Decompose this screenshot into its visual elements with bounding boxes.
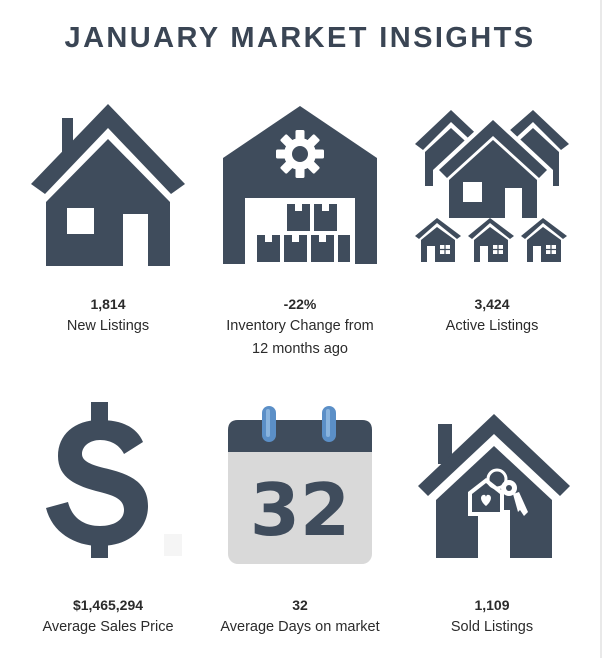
stat-label: Inventory Change from [226, 318, 374, 334]
stat-value: 1,109 [474, 597, 510, 613]
stat-value: -22% [283, 296, 317, 312]
stat-inventory-change: -22% Inventory Change from 12 months ago [215, 293, 385, 361]
stat-value: 32 [292, 597, 308, 613]
page-title: JANUARY MARKET INSIGHTS [64, 22, 536, 54]
stat-average-sales-price: $1,465,294 Average Sales Price [23, 594, 193, 639]
dollar-sign-icon [46, 402, 182, 558]
warehouse-gear-icon [223, 106, 377, 264]
house-keys-icon [418, 414, 570, 558]
stat-value: 1,814 [90, 296, 126, 312]
stat-average-days-on-market: 32 Average Days on market [215, 594, 385, 639]
neighborhood-icon [415, 110, 569, 262]
stat-value: 3,424 [474, 296, 510, 312]
stat-label: Sold Listings [450, 619, 534, 635]
calendar-number: 32 [250, 468, 350, 552]
stat-label: New Listings [66, 318, 150, 334]
stat-value: $1,465,294 [72, 597, 144, 613]
stat-label: Average Sales Price [42, 619, 174, 635]
calendar-icon: 32 [228, 406, 372, 564]
stat-sold-listings: 1,109 Sold Listings [407, 594, 577, 639]
stat-new-listings: 1,814 New Listings [23, 293, 193, 338]
stat-active-listings: 3,424 Active Listings [407, 293, 577, 338]
house-icon [31, 104, 185, 266]
stat-label: Active Listings [445, 318, 539, 334]
page-edge [600, 0, 602, 658]
stat-label-line-2: 12 months ago [252, 341, 348, 357]
stat-label: Average Days on market [220, 619, 380, 635]
